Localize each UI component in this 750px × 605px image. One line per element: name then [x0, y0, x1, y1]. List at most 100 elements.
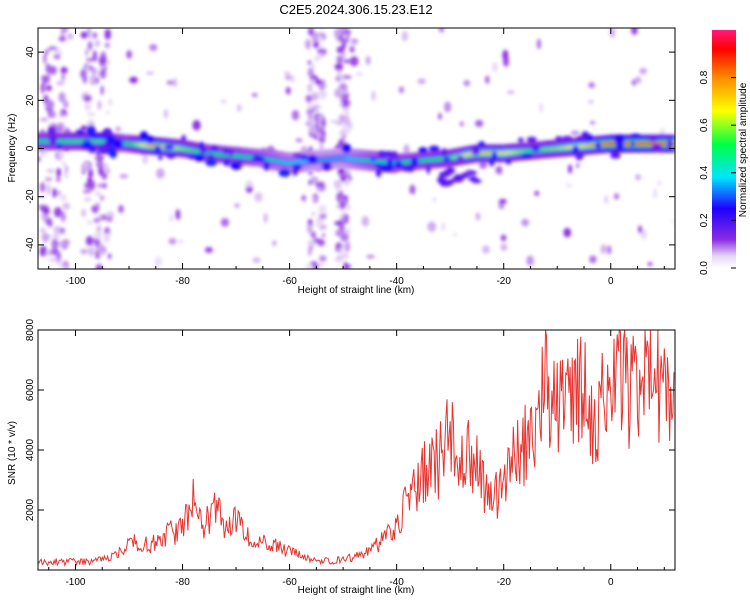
heatmap-speckle	[149, 43, 158, 52]
heatmap-speckle	[81, 208, 87, 218]
ridge-blob	[321, 162, 333, 171]
heatmap-speckle	[342, 107, 349, 113]
side-blob	[471, 178, 482, 184]
heatmap-speckle	[432, 197, 437, 203]
colorbar-tick-label: 0.8	[699, 70, 710, 84]
heatmap-speckle	[80, 31, 88, 39]
heatmap-speckle	[46, 184, 51, 195]
heatmap-speckle	[587, 100, 594, 104]
colorbar-title: Normalized spectral amplitude	[738, 82, 749, 217]
ridge-blob	[610, 151, 621, 159]
heatmap-speckle	[41, 75, 48, 81]
ridge-blob	[647, 135, 659, 142]
heatmap-speckle	[39, 150, 47, 157]
heatmap-speckle	[87, 30, 93, 39]
ridge-blob	[57, 143, 62, 149]
heatmap-speckle	[104, 42, 110, 49]
ridge-blob	[630, 133, 641, 138]
heatmap-speckle	[42, 207, 50, 215]
heatmap-speckle	[314, 79, 323, 85]
heatmap-speckle	[95, 249, 101, 260]
y-tick-label: 20	[25, 94, 36, 106]
heatmap-speckle	[565, 183, 573, 188]
heatmap-speckle	[500, 243, 508, 251]
heatmap-speckle	[93, 217, 101, 223]
heatmap-speckle	[44, 49, 49, 56]
heatmap-speckle	[409, 184, 416, 195]
heatmap-speckle	[317, 127, 324, 135]
heatmap-speckle	[335, 75, 342, 82]
heatmap-speckle	[311, 32, 319, 43]
heatmap-speckle	[343, 59, 351, 64]
heatmap-speckle	[336, 55, 343, 65]
heatmap-speckle	[154, 256, 162, 268]
heatmap-speckle	[62, 161, 66, 167]
heatmap-speckle	[166, 80, 176, 86]
heatmap-speckle	[53, 206, 62, 218]
heatmap-speckle	[319, 255, 327, 262]
heatmap-speckle	[366, 255, 375, 259]
heatmap-speckle	[98, 166, 105, 176]
heatmap-speckle	[94, 39, 101, 48]
heatmap-speckle	[308, 247, 312, 257]
heatmap-speckle	[343, 261, 348, 269]
heatmap-speckle	[59, 194, 67, 201]
heatmap-speckle	[349, 56, 359, 67]
ridge-blob	[292, 163, 302, 172]
ridge-blob	[223, 159, 231, 167]
heatmap-speckle	[441, 222, 446, 232]
side-blob	[465, 170, 478, 176]
heatmap-speckle	[309, 117, 315, 129]
ridge-blob	[105, 136, 117, 144]
heatmap-speckle	[87, 220, 93, 225]
heatmap-speckle	[344, 204, 351, 211]
heatmap-speckle	[85, 48, 89, 57]
heatmap-speckle	[309, 126, 317, 135]
ridge-blob	[555, 136, 563, 141]
ridge-blob	[263, 161, 270, 171]
heatmap-speckle	[356, 71, 363, 76]
heatmap-speckle	[251, 92, 258, 98]
x-tick-label: -100	[65, 577, 85, 588]
heatmap-speckle	[39, 117, 49, 122]
heatmap-speckle	[108, 253, 112, 260]
heatmap-speckle	[105, 110, 111, 114]
heatmap-speckle	[319, 28, 325, 31]
ridge-blob	[47, 126, 56, 136]
x-tick-label: -60	[282, 276, 297, 287]
colorbar-tick-label: 0.0	[699, 261, 710, 275]
heatmap-speckle	[338, 246, 343, 252]
ridge-blob	[181, 135, 186, 141]
ridge-blob	[443, 157, 451, 162]
heatmap-speckle	[506, 90, 515, 94]
snr-y-axis-title: SNR (10 * v/v)	[7, 421, 18, 485]
heatmap-speckle	[318, 204, 327, 215]
heatmap-speckle	[491, 62, 498, 72]
heatmap-speckle	[107, 58, 111, 66]
ridge-blob	[75, 129, 86, 135]
heatmap-speckle	[57, 152, 63, 159]
heatmap-speckle	[60, 66, 68, 74]
heatmap-speckle	[103, 163, 109, 173]
heatmap-speckle	[99, 68, 107, 79]
heatmap-speckle	[51, 238, 59, 250]
heatmap-speckle	[314, 56, 319, 62]
y-tick-label: 0	[25, 145, 36, 151]
heatmap-speckle	[398, 86, 404, 94]
heatmap-speckle	[463, 80, 471, 87]
ridge-blob	[575, 135, 587, 143]
heatmap-speckle	[536, 38, 541, 50]
spectrogram-heatmap	[38, 28, 675, 269]
heatmap-speckle	[86, 58, 91, 63]
heatmap-speckle	[104, 28, 112, 40]
ridge-blob	[210, 145, 219, 151]
heatmap-speckle	[38, 156, 42, 162]
x-tick-label: -80	[175, 577, 190, 588]
spectrogram-x-axis-title: Height of straight line (km)	[298, 285, 415, 296]
heatmap-speckle	[56, 190, 62, 196]
heatmap-speckle	[94, 230, 103, 240]
heatmap-speckle	[87, 247, 95, 255]
heatmap-speckle	[534, 190, 540, 196]
